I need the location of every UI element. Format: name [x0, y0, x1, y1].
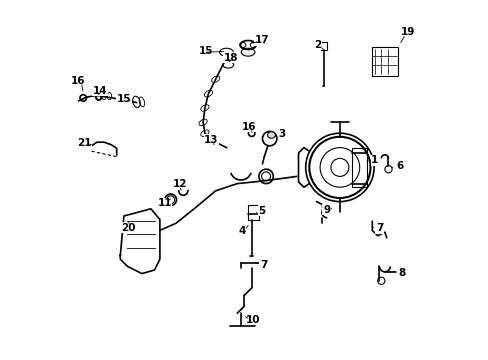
- Text: 14: 14: [92, 86, 107, 96]
- Text: 9: 9: [323, 204, 329, 215]
- Bar: [247, 205, 258, 220]
- Text: 3: 3: [278, 129, 285, 139]
- Text: 10: 10: [245, 315, 260, 325]
- Text: 11: 11: [157, 198, 171, 208]
- Text: 6: 6: [396, 161, 403, 171]
- Ellipse shape: [267, 132, 275, 138]
- Text: 12: 12: [173, 179, 187, 189]
- Text: 16: 16: [242, 122, 256, 132]
- Text: 17: 17: [254, 35, 268, 45]
- Text: 8: 8: [397, 267, 405, 278]
- Text: 16: 16: [71, 76, 85, 86]
- Text: 19: 19: [400, 27, 415, 37]
- Text: 1: 1: [370, 155, 378, 165]
- Text: 7: 7: [375, 223, 383, 233]
- Text: 4: 4: [238, 226, 245, 237]
- Text: 13: 13: [203, 135, 218, 145]
- Text: 7: 7: [259, 260, 267, 270]
- Bar: [352, 148, 366, 187]
- Text: 15: 15: [117, 94, 131, 104]
- Text: 18: 18: [224, 53, 238, 63]
- Text: 21: 21: [77, 138, 91, 148]
- Text: 5: 5: [258, 206, 265, 216]
- Text: 15: 15: [198, 46, 213, 56]
- Text: 20: 20: [121, 222, 136, 233]
- Text: 2: 2: [313, 40, 321, 50]
- Bar: [371, 47, 397, 76]
- Bar: [320, 42, 326, 50]
